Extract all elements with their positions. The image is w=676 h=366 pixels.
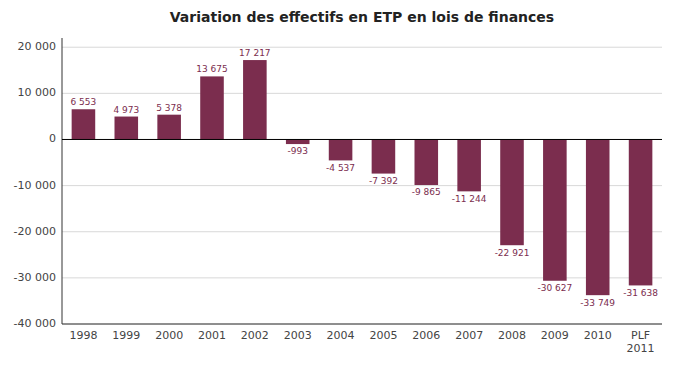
grid-line — [62, 231, 662, 232]
x-tick-label: 2004 — [327, 329, 355, 342]
bar — [372, 139, 396, 173]
y-tick-label: -10 000 — [14, 179, 56, 192]
x-tick-label: 2010 — [584, 329, 612, 342]
grid-line — [62, 47, 662, 48]
x-tick-label-line: 2008 — [498, 329, 526, 342]
bar — [72, 109, 96, 139]
grid-line — [62, 185, 662, 186]
data-label: -993 — [287, 146, 307, 156]
x-tick-label-line: 2000 — [155, 329, 183, 342]
data-label: -11 244 — [452, 194, 487, 204]
y-tick-label: -30 000 — [14, 271, 56, 284]
x-tick-label-line: 2010 — [584, 329, 612, 342]
zero-line — [62, 139, 662, 140]
x-tick-label-line: 2004 — [327, 329, 355, 342]
bar — [543, 139, 567, 280]
y-tick-label: 0 — [49, 132, 56, 145]
data-label: -22 921 — [495, 248, 530, 258]
grid-line — [62, 324, 662, 325]
data-label: 6 553 — [71, 97, 97, 107]
grid-line — [62, 139, 662, 140]
y-axis — [62, 38, 63, 324]
x-tick-label-line: 2002 — [241, 329, 269, 342]
x-tick-label-line: 1999 — [112, 329, 140, 342]
bar — [115, 117, 139, 140]
bars — [72, 60, 653, 295]
x-tick-label: 2009 — [541, 329, 569, 342]
bar — [200, 76, 224, 139]
bar — [157, 115, 181, 140]
data-label: 13 675 — [196, 64, 228, 74]
x-tick-label-line: 2003 — [284, 329, 312, 342]
chart: Variation des effectifs en ETP en lois d… — [0, 0, 676, 366]
data-label: 4 973 — [113, 105, 139, 115]
grid-line — [62, 93, 662, 94]
bar — [457, 139, 481, 191]
x-tick-label: 1999 — [112, 329, 140, 342]
x-tick-label: 1998 — [69, 329, 97, 342]
x-tick-label: PLF2011 — [627, 329, 655, 355]
bar — [586, 139, 610, 295]
x-tick-label: 2001 — [198, 329, 226, 342]
x-tick-label: 2006 — [412, 329, 440, 342]
x-tick-label: 2002 — [241, 329, 269, 342]
y-tick-label: -20 000 — [14, 225, 56, 238]
x-axis — [62, 324, 662, 325]
x-tick-label: 2007 — [455, 329, 483, 342]
bar — [243, 60, 267, 139]
x-tick-label: 2003 — [284, 329, 312, 342]
x-tick-label-line: 2005 — [369, 329, 397, 342]
bar — [500, 139, 524, 245]
grid-line — [62, 277, 662, 278]
x-tick-label: 2000 — [155, 329, 183, 342]
x-tick-label: 2005 — [369, 329, 397, 342]
x-tick-label-line: 2001 — [198, 329, 226, 342]
x-tick-label-line: 1998 — [69, 329, 97, 342]
x-tick-label-line: 2011 — [627, 342, 655, 355]
data-label: -4 537 — [326, 163, 355, 173]
y-tick-label: 10 000 — [18, 86, 57, 99]
data-label: 17 217 — [239, 48, 271, 58]
data-label: 5 378 — [156, 103, 182, 113]
bar — [415, 139, 439, 185]
x-tick-label: 2008 — [498, 329, 526, 342]
data-label: -31 638 — [623, 288, 658, 298]
data-label: -33 749 — [580, 298, 615, 308]
data-label: -7 392 — [369, 176, 398, 186]
data-label: -9 865 — [412, 187, 441, 197]
bar — [629, 139, 653, 285]
y-tick-label: -40 000 — [14, 317, 56, 330]
title: Variation des effectifs en ETP en lois d… — [170, 9, 554, 25]
x-tick-label-line: 2009 — [541, 329, 569, 342]
bar — [329, 139, 353, 160]
grid — [62, 47, 662, 324]
bar — [286, 139, 310, 144]
x-tick-label-line: 2007 — [455, 329, 483, 342]
x-tick-label-line: PLF — [631, 329, 650, 342]
x-tick-label-line: 2006 — [412, 329, 440, 342]
y-tick-label: 20 000 — [18, 40, 57, 53]
data-label: -30 627 — [537, 283, 572, 293]
